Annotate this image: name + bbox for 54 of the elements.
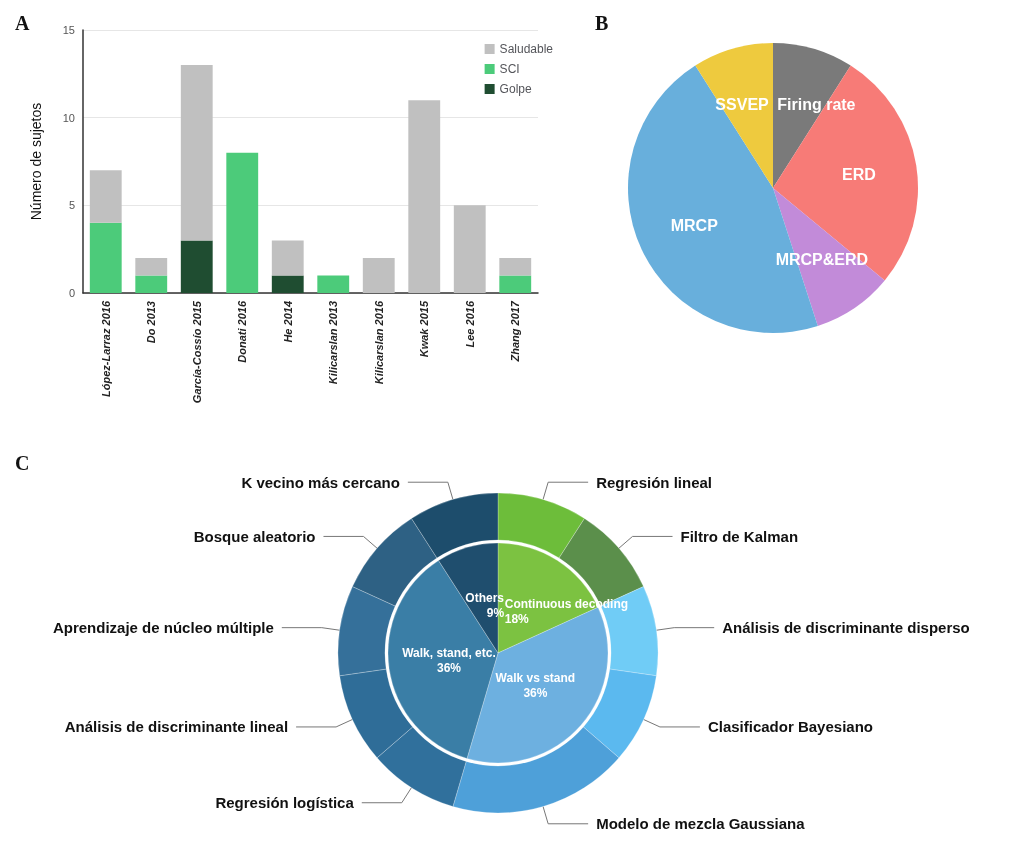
slice-label: Clasificador Bayesiano — [707, 718, 873, 736]
x-tick-label: Kilicarslan 2016 — [372, 300, 385, 385]
bar — [453, 205, 486, 293]
bar — [271, 275, 304, 293]
x-tick-label: Lee 2016 — [463, 300, 476, 348]
bar — [180, 65, 213, 241]
x-tick-label: Do 2013 — [145, 301, 158, 344]
slice-label: Filtro de Kalman — [680, 527, 799, 545]
bar — [89, 222, 122, 293]
slice-label: MRCP — [670, 216, 719, 234]
data-label: 18% — [504, 611, 530, 626]
x-tick-label: Zhang 2017 — [509, 300, 522, 363]
bar — [362, 257, 395, 293]
legend-label: Golpe — [499, 82, 532, 96]
slice-label: Bosque aleatorio — [193, 527, 316, 545]
x-tick-label: Donati 2016 — [236, 300, 249, 363]
bar — [499, 257, 532, 276]
bar — [135, 275, 168, 293]
bar — [180, 240, 213, 293]
slice-label: Modelo de mezcla Gaussiana — [596, 815, 806, 833]
chart-title: A — [15, 12, 30, 34]
x-tick-label: Kilicarslan 2013 — [327, 301, 340, 385]
slice-label: Aprendizaje de núcleo múltiple — [52, 619, 274, 637]
bar — [226, 152, 259, 293]
x-tick-label: López-Larraz 2016 — [99, 300, 112, 397]
bar — [89, 170, 122, 223]
y-tick-label: 0 — [68, 287, 75, 299]
bar — [499, 275, 532, 293]
data-label: 36% — [436, 660, 462, 675]
slice-label: K vecino más cercano — [241, 473, 400, 491]
bar — [317, 275, 350, 293]
x-tick-label: García-Cossío 2015 — [190, 300, 203, 404]
slice-label: Firing rate — [777, 95, 856, 113]
y-axis-title: Número de sujetos — [28, 102, 44, 221]
slice-label: Análisis de discriminante lineal — [64, 718, 289, 736]
bar — [135, 257, 168, 276]
y-tick-label: 10 — [62, 111, 75, 124]
chart-title: C — [15, 452, 30, 474]
bar — [408, 100, 441, 293]
slice-label: ERD — [842, 165, 876, 183]
y-tick-label: 15 — [62, 24, 75, 36]
x-tick-label: Kwak 2015 — [418, 300, 431, 358]
chart-title: B — [595, 12, 609, 34]
slice-label: Análisis de discriminante disperso — [722, 619, 970, 637]
y-tick-label: 5 — [68, 199, 75, 212]
legend-label: Saludable — [499, 42, 554, 56]
legend-label: SCI — [499, 62, 520, 76]
bar — [271, 240, 304, 276]
slice-label: Regresión lineal — [596, 473, 713, 491]
slice-label: Regresión logística — [215, 794, 355, 812]
slice-label: Walk vs stand — [495, 670, 576, 685]
x-tick-label: He 2014 — [281, 301, 294, 343]
data-label: 36% — [523, 685, 548, 700]
slice-label: Walk, stand, etc. — [402, 645, 496, 660]
